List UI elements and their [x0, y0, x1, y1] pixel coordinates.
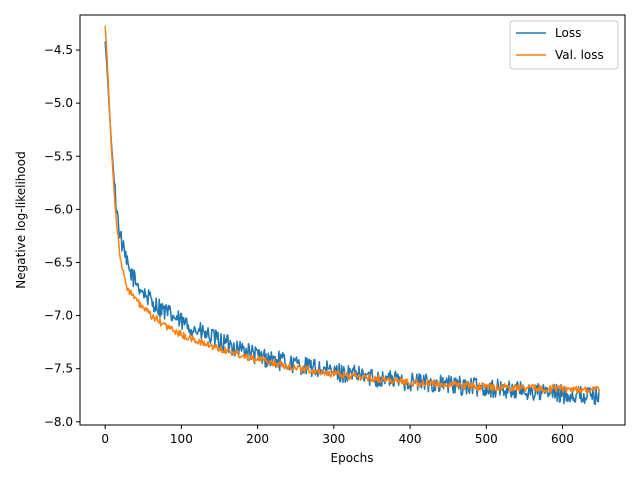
series-line-val-loss: [104, 25, 600, 394]
y-tick-label-1: −7.5: [44, 362, 73, 376]
y-tick-label-6: −5.0: [44, 96, 73, 110]
legend-label-loss: Loss: [555, 26, 581, 40]
y-tick-label-0: −8.0: [44, 415, 73, 429]
x-tick-label-500: 500: [475, 432, 498, 446]
series-line-loss: [104, 41, 600, 406]
x-tick-label-400: 400: [399, 432, 422, 446]
legend-label-val-loss: Val. loss: [555, 48, 604, 62]
series-layer: [104, 25, 600, 406]
y-tick-label-7: −4.5: [44, 43, 73, 57]
x-axis-ticks: 0 100 200 300 400 500 600: [101, 425, 574, 446]
legend: Loss Val. loss: [509, 20, 619, 70]
y-axis-ticks: −8.0 −7.5 −7.0 −6.5 −6.0 −5.5 −5.0 −4.5: [44, 43, 80, 429]
y-tick-label-2: −7.0: [44, 309, 73, 323]
x-tick-label-300: 300: [322, 432, 345, 446]
x-tick-label-600: 600: [551, 432, 574, 446]
y-tick-label-4: −6.0: [44, 202, 73, 216]
x-axis-label: Epochs: [331, 451, 374, 465]
plot-frame: [79, 14, 626, 426]
x-tick-label-0: 0: [101, 432, 109, 446]
y-tick-label-5: −5.5: [44, 149, 73, 163]
x-tick-label-200: 200: [246, 432, 269, 446]
y-axis-label: Negative log-likelihood: [14, 151, 28, 288]
y-tick-label-3: −6.5: [44, 255, 73, 269]
x-tick-label-100: 100: [170, 432, 193, 446]
